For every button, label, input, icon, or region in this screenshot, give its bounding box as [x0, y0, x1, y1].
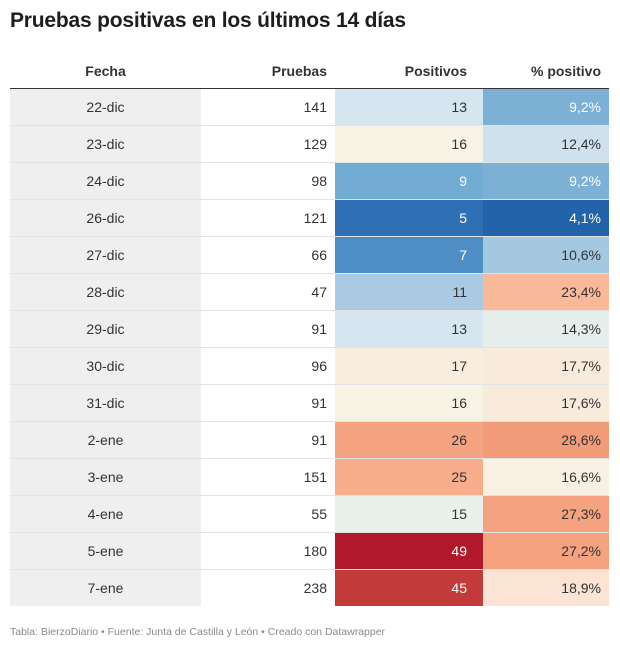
cell-pruebas: 121: [201, 199, 335, 237]
cell-fecha: 30-dic: [10, 347, 201, 385]
table-body: 22-dic 141 13 9,2% 23-dic 129 16 12,4% 24-dic 98 9…: [10, 88, 609, 606]
cell-pruebas: 238: [303, 580, 327, 596]
cell-fecha: 4-ene: [10, 495, 201, 533]
cell-porcentaje-positivo: 28,6%: [483, 421, 609, 459]
cell-porcentaje-positivo: 17,7%: [483, 347, 609, 385]
table-row: 24-dic 98 9 9,2%: [10, 162, 609, 200]
table-row: 31-dic 91 16 17,6%: [10, 384, 609, 422]
cell-positivos: 13: [335, 88, 483, 126]
table-row: 7-ene 238 45 18,9%: [10, 569, 609, 606]
cell-positivos: 45: [335, 569, 483, 606]
cell-positivos: 9: [335, 162, 483, 200]
cell-porcentaje-positivo: 9,2%: [483, 162, 609, 200]
cell-porcentaje-positivo: 10,6%: [483, 236, 609, 274]
cell-fecha: 26-dic: [10, 199, 201, 237]
cell-pruebas: 180: [201, 532, 335, 570]
cell-pruebas: 91: [201, 421, 335, 459]
cell-pruebas: 151: [201, 458, 335, 496]
table-row: 30-dic 96 17 17,7%: [10, 347, 609, 385]
table-row: 4-ene 55 15 27,3%: [10, 495, 609, 533]
cell-pruebas: 141: [201, 88, 335, 126]
cell-fecha: 23-dic: [10, 125, 201, 163]
cell-pruebas: 129: [201, 125, 335, 163]
cell-positivos: 7: [335, 236, 483, 274]
table-row: 5-ene 180 49 27,2%: [10, 532, 609, 570]
cell-pruebas: 66: [201, 236, 335, 274]
cell-fecha: 28-dic: [10, 273, 201, 311]
table-row: 29-dic 91 13 14,3%: [10, 310, 609, 348]
cell-fecha: 3-ene: [10, 458, 201, 496]
cell-pruebas: 91: [201, 384, 335, 422]
cell-positivos: 17: [335, 347, 483, 385]
cell-positivos: 25: [335, 458, 483, 496]
cell-porcentaje-positivo: 14,3%: [483, 310, 609, 348]
cell-pruebas: 91: [201, 310, 335, 348]
cell-positivos: 26: [335, 421, 483, 459]
footer-credits: Tabla: BierzoDiario • Fuente: Junta de C…: [10, 626, 386, 638]
cell-fecha: 27-dic: [10, 236, 201, 274]
cell-fecha: 24-dic: [10, 162, 201, 200]
column-header-porcentaje-positivo[interactable]: % positivo: [483, 54, 609, 89]
table-row: 27-dic 66 7 10,6%: [10, 236, 609, 274]
cell-porcentaje-positivo: 16,6%: [483, 458, 609, 496]
header-row: Fecha Pruebas Positivos % positivo: [10, 54, 609, 89]
cell-porcentaje-positivo: 4,1%: [483, 199, 609, 237]
cell-fecha: 29-dic: [10, 310, 201, 348]
chart-title: Pruebas positivas en los últimos 14 días: [10, 9, 406, 32]
column-header-pruebas[interactable]: Pruebas: [201, 54, 335, 89]
cell-positivos: 13: [335, 310, 483, 348]
cell-positivos: 49: [335, 532, 483, 570]
cell-fecha: 7-ene: [10, 569, 201, 606]
cell-positivos: 16: [335, 384, 483, 422]
data-table: Fecha Pruebas Positivos % positivo 22-di…: [10, 54, 609, 606]
cell-porcentaje-positivo: 27,3%: [483, 495, 609, 533]
table-row: 28-dic 47 11 23,4%: [10, 273, 609, 311]
cell-porcentaje-positivo: 9,2%: [483, 88, 609, 126]
table-row: 3-ene 151 25 16,6%: [10, 458, 609, 496]
cell-fecha: 22-dic: [10, 88, 201, 126]
cell-positivos: 15: [335, 495, 483, 533]
table-row: 26-dic 121 5 4,1%: [10, 199, 609, 237]
cell-porcentaje-positivo: 27,2%: [483, 532, 609, 570]
cell-positivos: 5: [335, 199, 483, 237]
cell-fecha: 31-dic: [10, 384, 201, 422]
cell-porcentaje-positivo: 12,4%: [483, 125, 609, 163]
cell-porcentaje-positivo: 18,9%: [483, 569, 609, 606]
cell-pruebas: 96: [201, 347, 335, 385]
cell-pruebas: 55: [201, 495, 335, 533]
cell-fecha: 5-ene: [10, 532, 201, 570]
column-header-fecha[interactable]: Fecha: [10, 54, 201, 89]
table-row: 2-ene 91 26 28,6%: [10, 421, 609, 459]
cell-porcentaje-positivo: 23,4%: [483, 273, 609, 311]
column-header-positivos[interactable]: Positivos: [335, 54, 483, 89]
table-row: 23-dic 129 16 12,4%: [10, 125, 609, 163]
cell-fecha: 2-ene: [10, 421, 201, 459]
cell-positivos: 11: [335, 273, 483, 311]
cell-pruebas: 98: [201, 162, 335, 200]
cell-positivos: 16: [335, 125, 483, 163]
table-row: 22-dic 141 13 9,2%: [10, 88, 609, 126]
cell-pruebas: 47: [201, 273, 335, 311]
cell-porcentaje-positivo: 17,6%: [483, 384, 609, 422]
